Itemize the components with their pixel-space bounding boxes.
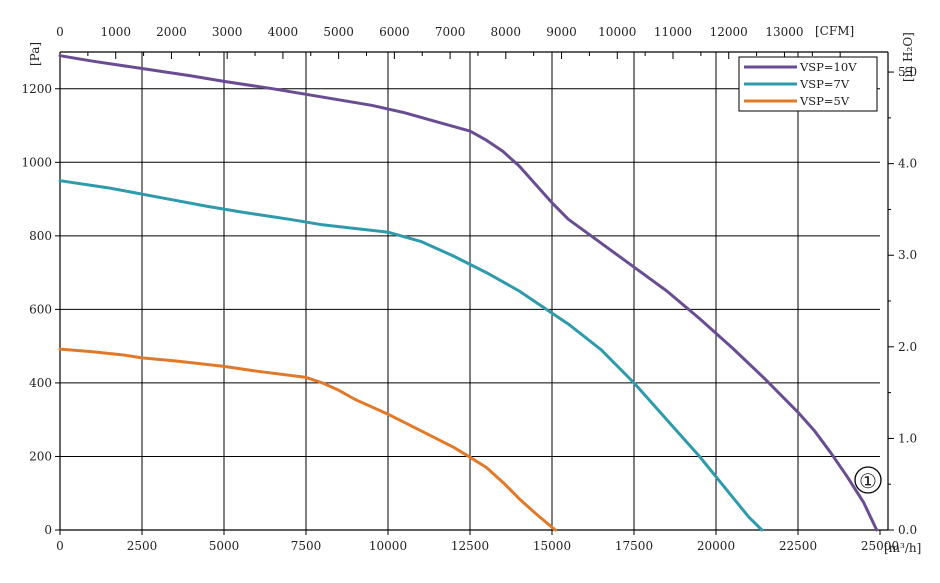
top-tick-label: 13000 xyxy=(765,25,803,39)
y-unit-left: [Pa] xyxy=(28,42,42,66)
x-tick-label: 10000 xyxy=(369,539,407,553)
x-tick-label: 17500 xyxy=(615,539,653,553)
plot-frame xyxy=(59,51,889,531)
right-tick-label: 2.0 xyxy=(898,340,917,354)
x-tick-label: 0 xyxy=(56,539,64,553)
right-tick-label: 1.0 xyxy=(898,431,917,445)
right-tick-label: 4.0 xyxy=(898,157,917,171)
legend-label: VSP=5V xyxy=(799,94,850,108)
x-tick-label: 22500 xyxy=(779,539,817,553)
legend-label: VSP=10V xyxy=(799,60,857,74)
top-tick-label: 2000 xyxy=(156,25,187,39)
grid xyxy=(60,52,880,530)
y-tick-label: 0 xyxy=(44,523,52,537)
x-unit-top: [CFM] xyxy=(815,24,854,38)
series-line-vsp-10v xyxy=(58,54,879,532)
y-tick-label: 800 xyxy=(29,229,52,243)
top-tick-label: 9000 xyxy=(546,25,577,39)
top-tick-label: 12000 xyxy=(710,25,748,39)
series-lines xyxy=(58,54,879,532)
y-unit-right: [in H₂O] xyxy=(901,32,915,82)
series-line-vsp-7v xyxy=(58,179,764,532)
y-tick-label: 400 xyxy=(29,376,52,390)
x-tick-label: 7500 xyxy=(291,539,322,553)
x-tick-label: 5000 xyxy=(209,539,240,553)
x-unit-bottom: [m³/h] xyxy=(884,541,921,555)
x-tick-label: 12500 xyxy=(451,539,489,553)
x-tick-label: 2500 xyxy=(127,539,158,553)
top-tick-label: 0 xyxy=(56,25,64,39)
top-tick-label: 1000 xyxy=(100,25,131,39)
legend: VSP=10V VSP=7V VSP=5V xyxy=(738,56,878,112)
right-tick-label: 3.0 xyxy=(898,248,917,262)
right-tick-label: 5.0 xyxy=(898,65,917,79)
y-tick-label: 600 xyxy=(29,302,52,316)
tick-labels: 0 2500 5000 7500 10000 12500 15000 17500 20000 22… xyxy=(21,25,917,553)
right-tick-label: 0.0 xyxy=(898,523,917,537)
top-tick-label: 3000 xyxy=(212,25,243,39)
top-tick-label: 11000 xyxy=(654,25,692,39)
top-tick-label: 8000 xyxy=(491,25,522,39)
top-tick-label: 10000 xyxy=(598,25,636,39)
ticks xyxy=(55,52,894,535)
y-tick-label: 200 xyxy=(29,449,52,463)
curve-marker-circle xyxy=(854,466,882,494)
x-tick-label: 15000 xyxy=(533,539,571,553)
top-tick-label: 6000 xyxy=(379,25,410,39)
y-tick-label: 1200 xyxy=(21,82,52,96)
legend-label: VSP=7V xyxy=(799,77,850,91)
top-tick-label: 5000 xyxy=(323,25,354,39)
y-tick-label: 1000 xyxy=(21,155,52,169)
top-tick-label: 7000 xyxy=(435,25,466,39)
curve-marker-label: ① xyxy=(859,469,877,493)
x-tick-label: 20000 xyxy=(697,539,735,553)
top-tick-label: 4000 xyxy=(268,25,299,39)
curve-marker: ① xyxy=(854,466,882,494)
series-line-vsp-5v xyxy=(58,347,557,532)
x-tick-label: 25000 xyxy=(861,539,899,553)
